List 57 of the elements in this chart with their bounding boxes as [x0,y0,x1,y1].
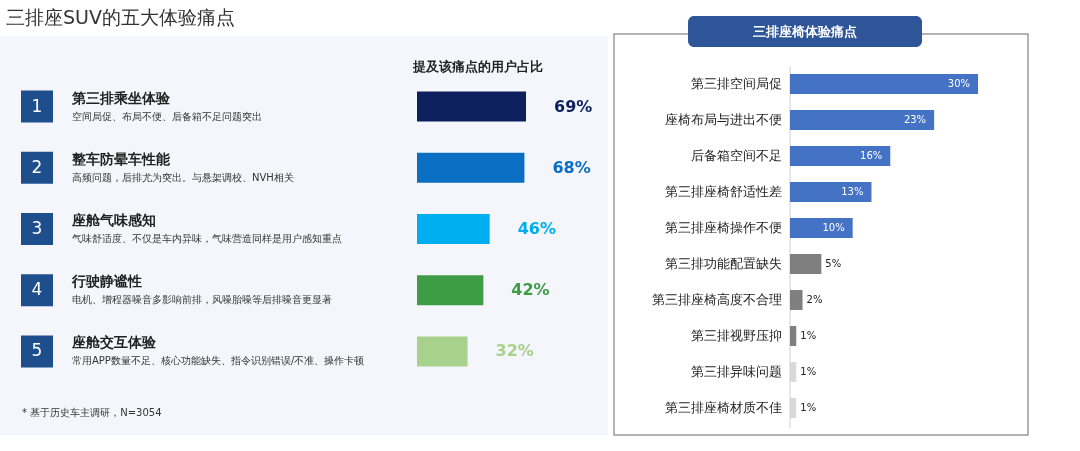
y-tick-label: 第三排座椅材质不佳 [665,400,782,415]
bar [417,275,484,306]
text: 4 [31,279,43,300]
data-label: 46% [517,219,556,238]
bar [790,74,978,94]
y-tick-label: 第三排视野压抑 [691,328,782,343]
data-label: 16% [860,150,883,161]
bar [417,214,490,244]
y-tick-label: 座椅布局与进出不便 [665,112,782,127]
y-tick-label: 第三排功能配置缺失 [665,256,782,271]
chart-title: 三排座椅体验痛点 [753,24,857,39]
bar [790,182,872,202]
data-label: 23% [903,114,927,125]
data-label: 68% [552,157,591,177]
y-tick-label: 第三排座椅舒适性差 [665,184,782,199]
text: 5 [31,340,43,361]
text: 三排座SUV的五大体验痛点 [6,6,235,28]
text: 3 [31,218,43,238]
text: 电机、增程器噪音多影响前排，风噪胎噪等后排噪音更显著 [72,294,332,306]
y-tick-label: 行驶静谧性 [71,273,142,290]
data-label: 13% [841,186,864,197]
bar [790,326,797,346]
data-label: 5% [825,258,842,269]
data-label: 42% [511,280,550,300]
data-label: 1% [800,366,817,377]
data-label: 1% [800,330,817,341]
y-tick-label: 座舱气味感知 [71,212,156,228]
y-tick-label: 第三排座椅操作不便 [665,220,782,235]
data-label: 32% [495,341,534,361]
bar [790,146,891,166]
bar [790,254,822,274]
text: 2 [31,156,43,177]
y-tick-label: 第三排乘坐体验 [71,89,171,106]
data-label: 10% [822,222,845,233]
bar [790,218,853,238]
bar [790,290,803,310]
text: 1 [31,95,43,116]
text: 空间局促、布局不便、后备箱不足问题突出 [72,110,262,122]
y-tick-label: 整车防晕车性能 [71,150,171,167]
y-tick-label: 第三排空间局促 [691,76,782,91]
data-label: 1% [800,402,817,413]
y-tick-label: 座舱交互体验 [71,334,157,351]
bar [417,336,468,367]
bar [417,152,525,183]
bar [790,110,935,130]
y-tick-label: 第三排座椅高度不合理 [652,292,782,307]
bar [417,91,526,122]
text: 气味舒适度、不仅是车内异味，气味营造同样是用户感知重点 [72,233,342,244]
data-label: 2% [806,294,823,305]
data-label: 30% [947,78,970,89]
text: * 基于历史车主调研，N=3054 [22,407,162,418]
x-axis-title: 提及该痛点的用户占比 [412,59,543,74]
y-tick-label: 后备箱空间不足 [691,148,782,163]
text: 高频问题，后排尤为突出。与悬架调校、NVH相关 [72,171,294,183]
data-label: 69% [554,96,593,116]
text: 常用APP数量不足、核心功能缺失、指令识别错误/不准、操作卡顿 [72,355,365,367]
y-tick-label: 第三排异味问题 [691,364,782,379]
